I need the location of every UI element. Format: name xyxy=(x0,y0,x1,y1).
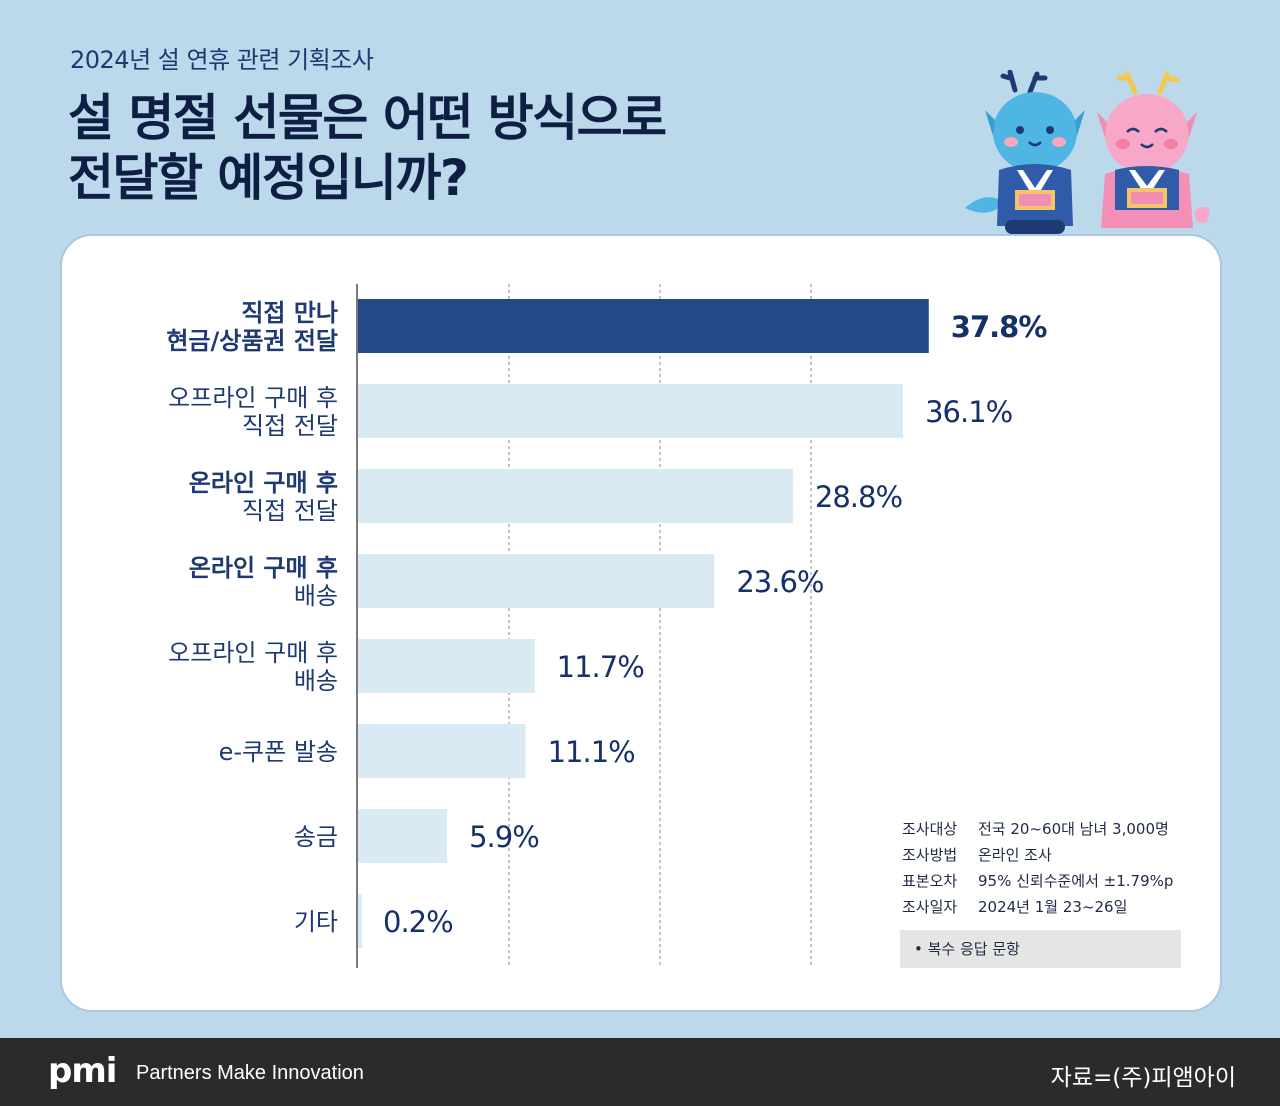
bar xyxy=(358,384,904,438)
category-label: 직접 만나 xyxy=(241,299,338,327)
survey-subtitle: 2024년 설 연휴 관련 기획조사 xyxy=(70,46,374,74)
value-label: 36.1% xyxy=(925,395,1012,429)
info-key: 조사방법 xyxy=(902,846,958,864)
info-row-target: 조사대상 전국 20~60대 남녀 3,000명 xyxy=(902,816,1173,842)
pink-dragon-icon xyxy=(1097,71,1210,228)
bar xyxy=(358,639,535,693)
category-label: 현금/상품권 전달 xyxy=(166,327,338,355)
bar xyxy=(358,809,448,863)
category-label: e-쿠폰 발송 xyxy=(219,738,338,766)
category-label: 온라인 구매 후 xyxy=(189,469,338,497)
value-label: 5.9% xyxy=(469,820,539,854)
info-row-method: 조사방법 온라인 조사 xyxy=(902,842,1173,868)
value-label: 28.8% xyxy=(815,480,902,514)
bar xyxy=(358,299,929,353)
info-value: 온라인 조사 xyxy=(978,846,1052,864)
value-label: 11.1% xyxy=(548,735,635,769)
info-value: 전국 20~60대 남녀 3,000명 xyxy=(978,820,1169,838)
info-row-date: 조사일자 2024년 1월 23~26일 xyxy=(902,894,1173,920)
blue-dragon-icon xyxy=(965,70,1085,234)
page-title: 설 명절 선물은 어떤 방식으로 전달할 예정입니까? xyxy=(68,88,667,208)
footer-tagline: Partners Make Innovation xyxy=(136,1062,364,1084)
info-value: 2024년 1월 23~26일 xyxy=(978,898,1128,916)
category-label: 직접 전달 xyxy=(242,412,338,440)
info-key: 조사대상 xyxy=(902,820,958,838)
survey-info: 조사대상 전국 20~60대 남녀 3,000명 조사방법 온라인 조사 표본오… xyxy=(902,816,1173,920)
info-key: 표본오차 xyxy=(902,872,958,890)
pmi-logo: pmi xyxy=(48,1051,117,1091)
value-label: 37.8% xyxy=(951,310,1048,344)
footer: pmi Partners Make Innovation 자료=(주)피앰아이 xyxy=(0,1038,1280,1106)
value-label: 0.2% xyxy=(383,905,453,939)
category-label: 송금 xyxy=(294,823,338,851)
title-line-1: 설 명절 선물은 어떤 방식으로 xyxy=(68,89,667,147)
title-line-2: 전달할 예정입니까? xyxy=(68,149,469,207)
category-label: 오프라인 구매 후 xyxy=(168,639,338,667)
bar xyxy=(358,724,526,778)
value-label: 11.7% xyxy=(557,650,644,684)
category-label: 온라인 구매 후 xyxy=(189,554,338,582)
category-label: 직접 전달 xyxy=(242,497,338,525)
bar xyxy=(358,894,362,948)
value-label: 23.6% xyxy=(736,565,823,599)
bar xyxy=(358,469,793,523)
bar xyxy=(358,554,715,608)
info-value: 95% 신뢰수준에서 ±1.79%p xyxy=(978,872,1174,890)
multiple-response-note: • 복수 응답 문항 xyxy=(900,930,1181,968)
category-label: 배송 xyxy=(294,667,338,695)
dragon-mascots-illustration xyxy=(965,70,1210,234)
chart-card xyxy=(60,234,1222,1012)
category-label: 배송 xyxy=(294,582,338,610)
category-label: 오프라인 구매 후 xyxy=(168,384,338,412)
category-label: 기타 xyxy=(294,908,338,936)
info-row-error: 표본오차 95% 신뢰수준에서 ±1.79%p xyxy=(902,868,1173,894)
info-key: 조사일자 xyxy=(902,898,958,916)
data-source: 자료=(주)피앰아이 xyxy=(1050,1065,1236,1091)
